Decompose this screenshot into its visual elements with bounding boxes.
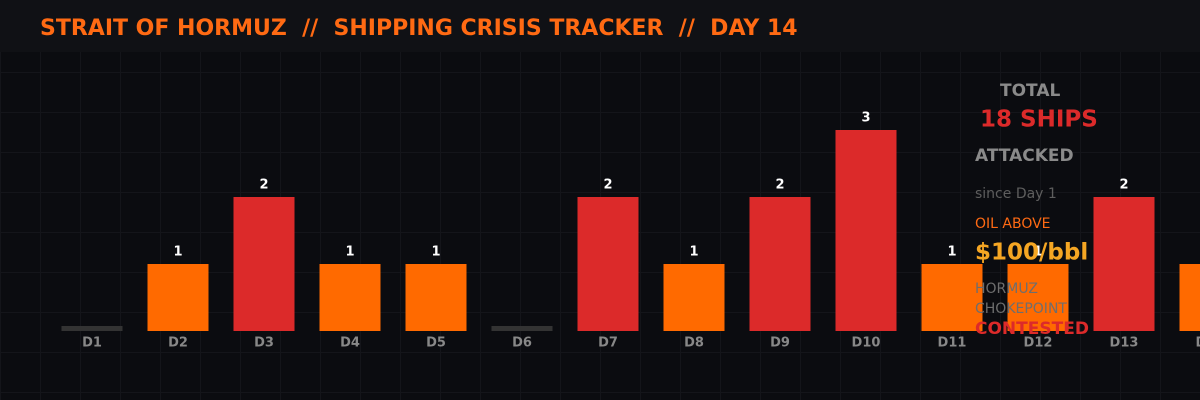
x-tick-label: D13 [1110, 336, 1139, 351]
bar-value-label: 1 [689, 245, 698, 260]
summary-panel: TOTAL 18 SHIPS ATTACKED since Day 1 OIL … [975, 81, 1098, 339]
bar [663, 264, 725, 331]
bar [1007, 264, 1069, 331]
bar [319, 264, 381, 331]
bar [577, 197, 639, 331]
bar [835, 130, 897, 331]
x-tick-label: D4 [340, 336, 360, 351]
x-tick-label: D12 [1024, 336, 1053, 351]
bar-value-label: 2 [775, 178, 784, 193]
bar [749, 197, 811, 331]
panel-oil-price: $100/bbl [975, 240, 1088, 266]
bar [1179, 264, 1200, 331]
bar [921, 264, 983, 331]
bar [405, 264, 467, 331]
bar [147, 264, 209, 331]
x-tick-label: D14 [1196, 336, 1200, 351]
x-tick-label: D11 [938, 336, 967, 351]
bar [233, 197, 295, 331]
bar-value-label: 1 [1033, 245, 1042, 260]
bar [1093, 197, 1155, 331]
x-tick-label: D7 [598, 336, 618, 351]
panel-count: 18 SHIPS [980, 107, 1098, 133]
x-tick-label: D2 [168, 336, 188, 351]
chart-title: STRAIT OF HORMUZ // SHIPPING CRISIS TRAC… [40, 16, 798, 41]
bar-value-label: 2 [603, 178, 612, 193]
bar-value-label: 1 [947, 245, 956, 260]
bar-value-label: 2 [259, 178, 268, 193]
bar-value-label: 1 [345, 245, 354, 260]
panel-oil-label: OIL ABOVE [975, 216, 1051, 232]
panel-since: since Day 1 [975, 186, 1057, 202]
x-tick-label: D8 [684, 336, 704, 351]
x-tick-label: D1 [82, 336, 102, 351]
x-tick-label: D10 [852, 336, 881, 351]
panel-status: CONTESTED [975, 319, 1089, 339]
bar-value-label: 2 [1119, 178, 1128, 193]
x-tick-label: D6 [512, 336, 532, 351]
bar [61, 326, 123, 331]
panel-total: TOTAL [1000, 81, 1060, 101]
bar [491, 326, 553, 331]
bar-value-label: 1 [431, 245, 440, 260]
x-tick-label: D3 [254, 336, 274, 351]
panel-attacked: ATTACKED [975, 146, 1074, 166]
panel-line: HORMUZ [975, 281, 1038, 297]
header-bar [0, 0, 1200, 52]
bar-value-label: 3 [861, 111, 870, 126]
panel-line: CHOKEPOINT [975, 301, 1067, 317]
bar-value-label: 1 [173, 245, 182, 260]
x-tick-label: D5 [426, 336, 446, 351]
x-tick-label: D9 [770, 336, 790, 351]
